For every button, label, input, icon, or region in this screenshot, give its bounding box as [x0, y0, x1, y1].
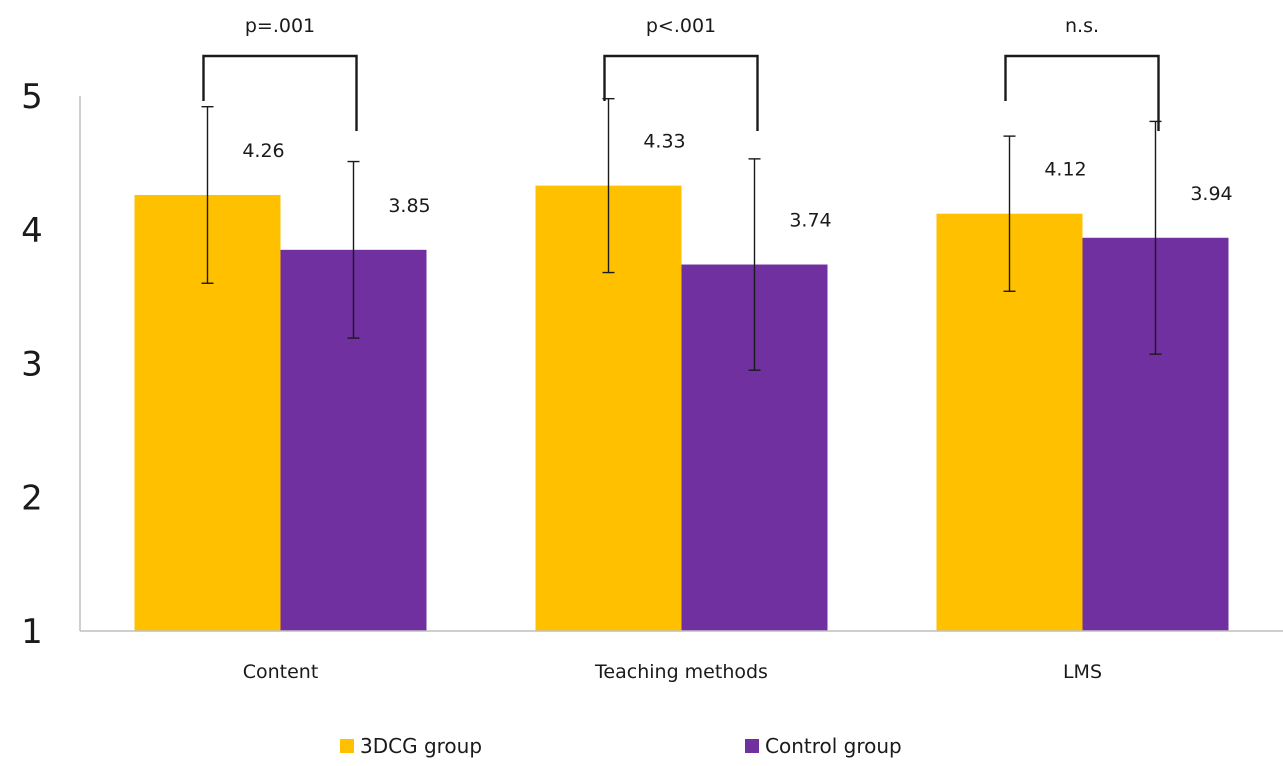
- x-tick-label: Content: [243, 661, 319, 683]
- y-tick-label: 3: [21, 345, 43, 385]
- legend-label: 3DCG group: [360, 734, 482, 758]
- axis-layer: [79, 96, 1283, 632]
- bars-layer: [134, 185, 1229, 632]
- legend-swatch: [340, 739, 354, 753]
- data-label: 4.26: [242, 140, 284, 162]
- y-tick-label: 5: [21, 77, 43, 117]
- x-tick-label: Teaching methods: [594, 661, 768, 683]
- data-labels: 4.26 3.85 4.33 3.74 4.12 3.94: [242, 131, 1232, 232]
- significance-brackets: p=.001 p<.001 n.s.: [202, 15, 1160, 131]
- y-tick-label: 2: [21, 478, 43, 518]
- significance-label: n.s.: [1065, 15, 1099, 37]
- x-tick-labels: Content Teaching methods LMS: [243, 661, 1102, 683]
- significance-label: p=.001: [245, 15, 315, 37]
- legend-label: Control group: [765, 734, 902, 758]
- data-label: 4.12: [1044, 159, 1086, 181]
- data-label: 4.33: [643, 131, 685, 153]
- data-label: 3.94: [1190, 183, 1232, 205]
- x-tick-label: LMS: [1063, 661, 1102, 683]
- significance-bracket: [603, 54, 759, 131]
- significance-label: p<.001: [646, 15, 716, 37]
- y-tick-label: 4: [21, 211, 43, 251]
- y-tick-labels: 1 2 3 4 5: [21, 77, 43, 652]
- legend-swatch: [745, 739, 759, 753]
- legend: 3DCG group Control group: [340, 734, 902, 758]
- data-label: 3.74: [789, 210, 831, 232]
- significance-bracket: [202, 54, 358, 131]
- data-label: 3.85: [388, 195, 430, 217]
- error-bars: [201, 97, 1162, 371]
- y-tick-label: 1: [21, 612, 43, 652]
- significance-bracket: [1004, 54, 1160, 131]
